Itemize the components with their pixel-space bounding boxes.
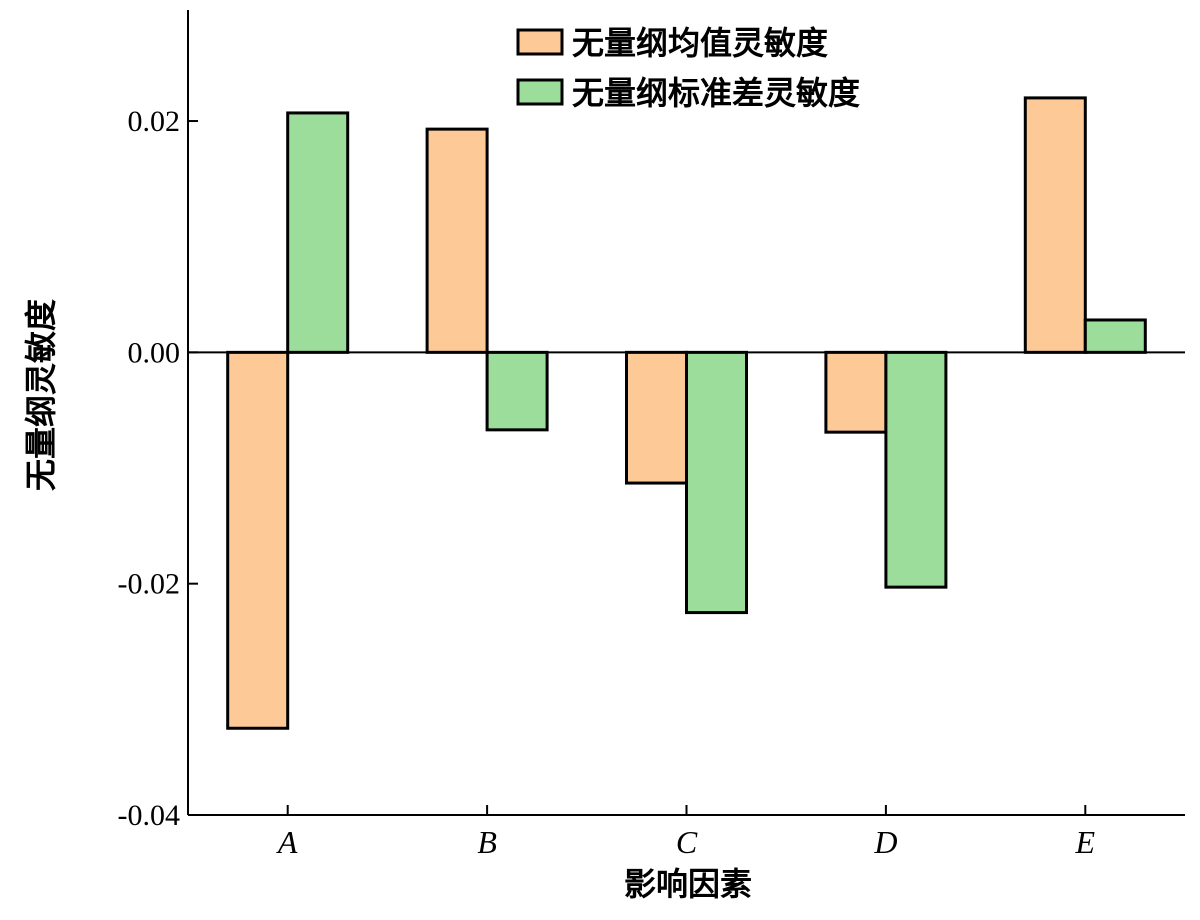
- bar-D-series-2: [884, 350, 948, 589]
- x-axis-title: 影响因素: [624, 865, 752, 903]
- legend-label-1: 无量纲均值灵敏度: [572, 24, 828, 62]
- y-tick-label: -0.04: [118, 799, 181, 832]
- y-axis-title: 无量纲灵敏度: [22, 299, 60, 491]
- y-tick-label: 0.00: [128, 336, 181, 369]
- bar-B-series-2: [485, 350, 549, 432]
- bar-C-series-1: [625, 350, 688, 485]
- bar-C-series-2: [685, 350, 748, 615]
- bar-E-series-2: [1083, 318, 1147, 354]
- legend-swatch-2: [516, 78, 564, 106]
- bar-A-series-2: [286, 111, 350, 354]
- bar-A-series-1: [226, 350, 290, 730]
- x-tick-label: D: [873, 824, 897, 860]
- legend-label-2: 无量纲标准差灵敏度: [572, 74, 860, 112]
- x-tick-label: B: [477, 824, 497, 860]
- bar-B-series-1: [425, 127, 489, 354]
- bar-D-series-1: [824, 350, 888, 434]
- x-tick-label: C: [676, 824, 698, 860]
- bar-E-series-1: [1023, 96, 1087, 354]
- axes: -0.04 -0.02 0.00 0.02 A B C D E: [118, 10, 1185, 860]
- plot-area: [226, 96, 1147, 730]
- y-tick-label: 0.02: [128, 105, 181, 138]
- y-tick-label: -0.02: [118, 568, 181, 601]
- x-tick-label: A: [276, 824, 298, 860]
- legend-swatch-1: [516, 28, 564, 56]
- x-tick-label: E: [1075, 824, 1096, 860]
